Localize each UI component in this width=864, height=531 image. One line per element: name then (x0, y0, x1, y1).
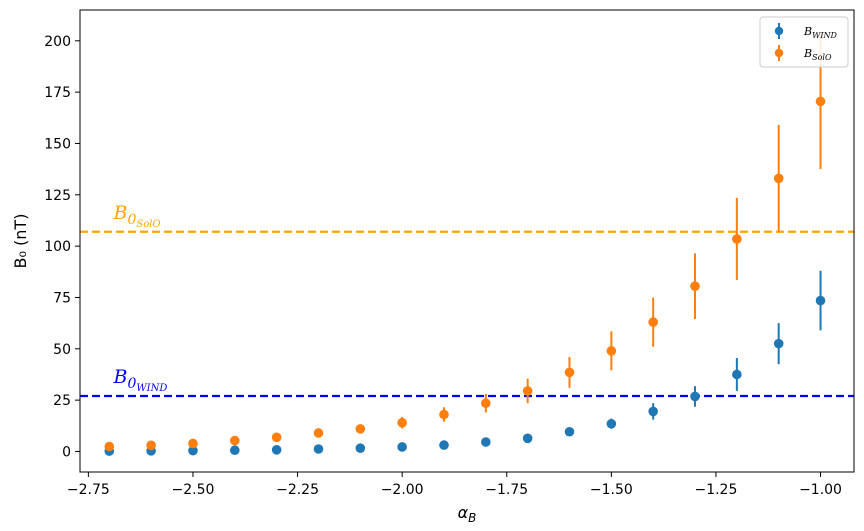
x-axis-label: αB (458, 503, 477, 525)
y-tick-label: 125 (44, 188, 71, 204)
data-point (648, 406, 658, 417)
data-point (188, 438, 198, 449)
x-tick-label: −1.75 (485, 482, 528, 498)
data-point (439, 409, 449, 420)
x-tick-label: −2.00 (381, 482, 424, 498)
data-point (146, 440, 156, 451)
legend-entry: BSolO (774, 45, 832, 62)
y-tick-label: 100 (44, 239, 71, 255)
data-point (481, 437, 491, 447)
data-point (397, 442, 407, 452)
annotation-b0-solo: B0SolO (112, 202, 160, 230)
data-point (355, 443, 366, 453)
y-tick-label: 25 (53, 393, 71, 409)
y-axis-label: B₀ (nT) (11, 214, 30, 269)
x-tick-label: −2.75 (67, 482, 110, 498)
data-point (313, 428, 324, 438)
data-point (355, 424, 366, 434)
x-tick-label: −1.25 (694, 482, 737, 498)
legend-entry: BWIND (774, 23, 837, 40)
data-point (732, 369, 742, 380)
x-tick-label: −1.50 (590, 482, 633, 498)
annotation-b0-wind: B0WIND (112, 366, 167, 394)
data-point (606, 418, 617, 429)
data-point (564, 426, 575, 437)
x-tick-label: −2.25 (276, 482, 319, 498)
legend: BWIND BSolO (759, 16, 849, 68)
y-tick-label: 200 (44, 34, 71, 50)
data-point (271, 432, 282, 443)
legend-label: BWIND (803, 25, 837, 40)
data-point (773, 173, 784, 184)
data-point (104, 441, 115, 452)
data-point (732, 234, 742, 244)
data-point (773, 338, 784, 349)
x-tick-label: −1.00 (799, 482, 842, 498)
axes: −2.75 −2.50 −2.25 −2.00 −1.75 −1.50 −1.25 −1.00… (11, 9, 855, 525)
legend-label: BSolO (803, 47, 832, 62)
y-tick-label: 150 (44, 136, 71, 152)
data-point (690, 391, 700, 402)
reference-lines (80, 230, 854, 398)
legend-marker (774, 26, 784, 36)
annotations: B0SolO B0WIND (112, 202, 167, 394)
y-tick-label: 50 (53, 342, 71, 358)
data-point (397, 417, 407, 428)
data-point (690, 281, 700, 291)
data-point (271, 445, 282, 455)
data-point (522, 386, 533, 396)
data-point (439, 440, 449, 450)
data-point (522, 433, 533, 444)
data-point (815, 295, 826, 306)
data-point (648, 317, 658, 327)
data-point (815, 96, 826, 107)
data-point (481, 398, 491, 409)
data-point (230, 435, 240, 446)
y-tick-label: 0 (62, 444, 71, 460)
plot-frame (79, 9, 855, 473)
x-tick-label: −2.50 (172, 482, 215, 498)
data-point (230, 445, 240, 456)
data-point (564, 367, 575, 378)
data-point (188, 445, 198, 456)
y-tick-label: 175 (44, 85, 71, 101)
data-point (606, 346, 617, 356)
legend-marker (774, 48, 784, 58)
y-tick-label: 75 (53, 290, 71, 306)
data-point (313, 444, 324, 454)
